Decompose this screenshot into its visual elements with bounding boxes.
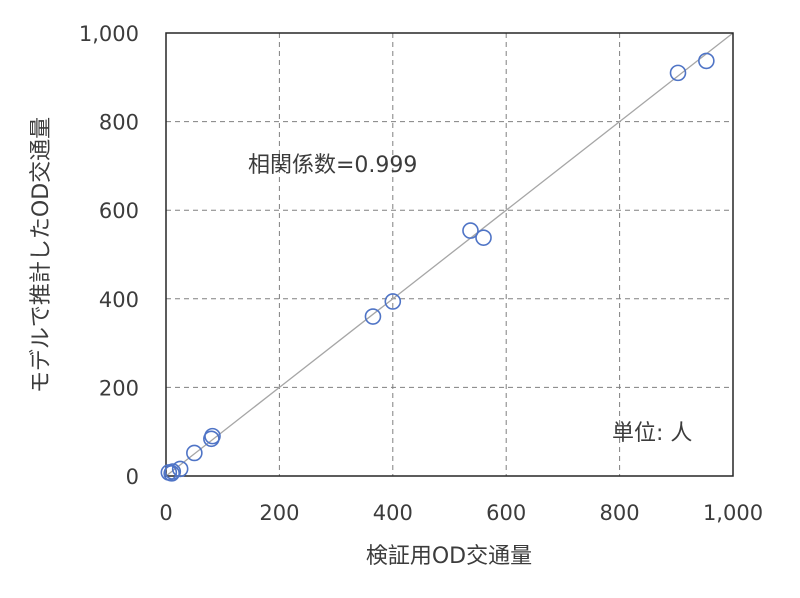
data-point [204, 427, 221, 445]
y-axis-title: モデルで推計したOD交通量 [29, 117, 54, 393]
plot-area [165, 32, 734, 477]
correlation-annotation: 相関係数=0.999 [248, 153, 417, 178]
x-tick-label: 800 [600, 501, 640, 525]
data-point [384, 293, 402, 310]
unit-annotation: 単位: 人 [612, 421, 692, 446]
reference-line [165, 32, 734, 477]
data-point [669, 64, 687, 82]
y-tick-label: 400 [99, 288, 139, 312]
data-point [462, 222, 479, 239]
data-point [171, 460, 189, 478]
y-axis-ticks: 0 200 400 600 800 1,000 [79, 22, 139, 489]
data-point [186, 444, 203, 462]
x-axis-ticks: 0 200 400 600 800 1,000 [159, 501, 763, 525]
x-tick-label: 600 [486, 501, 526, 525]
x-tick-label: 1,000 [703, 501, 763, 525]
data-point [163, 465, 180, 482]
data-point [698, 52, 715, 70]
x-axis-title: 検証用OD交通量 [366, 544, 532, 569]
data-points [160, 52, 715, 482]
y-tick-label: 600 [99, 199, 139, 223]
y-tick-label: 0 [126, 465, 139, 489]
grid [166, 33, 733, 476]
y-tick-label: 800 [99, 111, 139, 135]
data-point [164, 463, 182, 480]
x-tick-label: 400 [373, 501, 413, 525]
x-tick-label: 0 [159, 501, 172, 525]
data-point [475, 229, 492, 246]
y-tick-label: 200 [99, 376, 139, 400]
x-tick-label: 200 [259, 501, 299, 525]
data-point [364, 308, 382, 325]
y-tick-label: 1,000 [79, 22, 139, 46]
